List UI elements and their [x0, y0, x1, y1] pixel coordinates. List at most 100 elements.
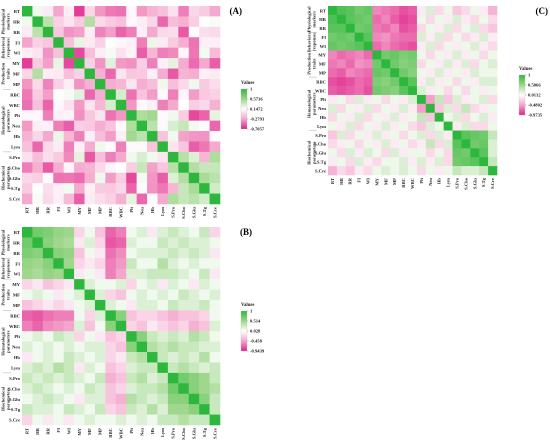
heatmap-cell	[408, 14, 418, 25]
heatmap-cell	[63, 227, 75, 238]
legend-tick-label: 0.5066	[528, 83, 541, 88]
heatmap-cell	[147, 47, 158, 59]
heatmap-cell	[22, 310, 33, 322]
heatmap-cell	[42, 78, 54, 90]
heatmap-cell	[32, 78, 44, 90]
heatmap-cell	[74, 247, 85, 259]
heatmap-cell	[94, 6, 106, 17]
heatmap-cell	[178, 68, 190, 80]
heatmap-cell	[178, 47, 190, 59]
heatmap-cell	[188, 341, 200, 353]
heatmap-cell	[416, 103, 427, 114]
heatmap-cell	[199, 89, 210, 101]
heatmap-cell	[74, 89, 85, 101]
heatmap-cell	[115, 37, 127, 48]
row-label: S.Cho	[8, 386, 21, 391]
heatmap-cell	[126, 299, 137, 311]
heatmap-cell	[452, 77, 462, 87]
heatmap-cell	[42, 110, 54, 121]
row-label: Neu	[318, 106, 326, 111]
heatmap-cell	[167, 172, 179, 184]
heatmap-cell	[399, 112, 409, 122]
heatmap-cell	[199, 131, 210, 142]
heatmap-cell	[209, 289, 221, 301]
heatmap-cell	[381, 148, 391, 158]
heatmap-cell	[157, 393, 169, 405]
heatmap-cell	[425, 103, 436, 114]
heatmap-cell	[126, 162, 137, 174]
heatmap-cell	[32, 331, 44, 342]
heatmap-cell	[22, 372, 33, 384]
heatmap-cell	[74, 151, 85, 163]
heatmap-cell	[22, 120, 33, 132]
heatmap-cell	[354, 6, 364, 16]
column-label: Lym	[160, 207, 165, 216]
heatmap-cell	[209, 414, 221, 426]
heatmap-cell	[136, 414, 148, 426]
heatmap-cell	[199, 331, 210, 342]
heatmap-cell	[167, 404, 179, 415]
group-label: Hematologicalparameters	[0, 106, 10, 135]
heatmap-cell	[32, 258, 44, 269]
column-label: WI	[66, 207, 71, 214]
heatmap-cell	[115, 404, 127, 415]
heatmap-cell	[461, 41, 471, 51]
heatmap-cell	[147, 68, 158, 80]
heatmap-cell	[209, 162, 221, 174]
heatmap-cell	[53, 310, 64, 322]
column-label: S.Cho	[181, 427, 186, 440]
heatmap-cell	[32, 352, 44, 363]
row-label: HR	[319, 17, 327, 22]
heatmap-cell	[354, 14, 364, 25]
heatmap-cell	[42, 47, 54, 59]
heatmap-cell	[63, 247, 75, 259]
heatmap-cell	[328, 130, 338, 140]
heatmap-cell	[84, 414, 96, 426]
heatmap-cell	[53, 237, 64, 249]
heatmap-cell	[178, 162, 190, 174]
row-label: FI	[321, 35, 326, 40]
heatmap-cell	[479, 121, 489, 131]
heatmap-cell	[63, 310, 75, 322]
heatmap-cell	[136, 320, 148, 332]
column-label: Hb	[437, 178, 442, 185]
heatmap-cell	[74, 68, 85, 80]
row-label: Hb	[320, 115, 327, 120]
heatmap-cell	[53, 110, 64, 121]
heatmap-cell	[136, 279, 148, 290]
heatmap-cell	[22, 289, 33, 301]
heatmap-cell	[53, 131, 64, 142]
column-label: S.Pro	[171, 427, 176, 438]
heatmap-cell	[105, 404, 117, 415]
heatmap-cell	[167, 183, 179, 194]
heatmap-cell	[390, 6, 400, 16]
heatmap-cell	[336, 157, 347, 167]
heatmap-cell	[22, 299, 33, 311]
heatmap-cell	[354, 94, 364, 105]
heatmap-cell	[53, 404, 64, 415]
heatmap-cell	[136, 237, 148, 249]
heatmap-cell	[354, 68, 364, 78]
heatmap-cell	[381, 166, 391, 176]
heatmap-cell	[443, 23, 453, 33]
heatmap-cell	[157, 183, 169, 194]
heatmap-cell	[147, 362, 158, 374]
heatmap-cell	[63, 172, 75, 184]
heatmap-cell	[63, 193, 75, 205]
heatmap-cell	[42, 414, 54, 426]
heatmap-cell	[178, 393, 190, 405]
heatmap-cell	[53, 120, 64, 132]
heatmap-cell	[381, 94, 391, 105]
heatmap-cell	[488, 68, 498, 78]
heatmap-cell	[74, 404, 85, 415]
legend-tick-label: -0.9735	[528, 113, 543, 118]
heatmap-cell	[209, 141, 221, 153]
heatmap-cell	[147, 331, 158, 342]
column-label: S.Glu	[472, 178, 477, 190]
heatmap-cell	[345, 157, 355, 167]
heatmap-cell	[63, 26, 75, 38]
heatmap-cell	[126, 320, 137, 332]
column-label: S.Glu	[191, 207, 196, 219]
heatmap-cell	[147, 151, 158, 163]
heatmap-cell	[115, 183, 127, 194]
